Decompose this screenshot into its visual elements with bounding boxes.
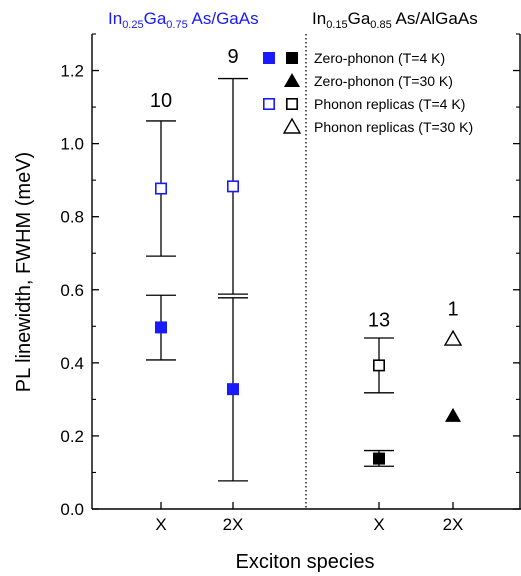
legend-label: Zero-phonon (T=30 K) [314,73,453,89]
y-tick-label: 1.2 [60,62,84,81]
count-annotation: 10 [150,90,172,112]
data-point-open-square [372,359,385,372]
data-markers [155,180,463,465]
legend-marker [262,98,275,111]
error-bars [146,77,394,482]
legend-label: Phonon replicas (T=30 K) [314,119,473,135]
y-tick-label: 0.2 [60,427,84,446]
count-annotation: 13 [368,309,390,331]
data-point-filled-square [155,321,167,334]
legend-marker [282,117,302,134]
legend: Zero-phonon (T=4 K) Zero-phonon (T=30 K) P… [262,50,473,135]
panel-title-ingaas-algaas: In0.15Ga0.85 As/AlGaAs [312,9,478,31]
x-tick-label: 2X [443,515,464,534]
x-axis-ticks: X 2X X 2X [155,502,463,534]
y-axis-title: PL linewidth, FWHM (meV) [13,152,35,392]
x-tick-label: X [373,515,384,534]
data-point-filled-square [373,452,385,465]
panel-title-ingaas-gaas: In0.25Ga0.75 As/GaAs [108,9,259,31]
legend-marker [286,52,298,64]
data-point-open-triangle [443,329,463,346]
count-annotation: 1 [447,298,458,320]
y-tick-label: 0.6 [60,281,84,300]
count-annotation: 9 [227,46,238,68]
count-annotations: 10 9 13 1 [150,46,459,331]
y-tick-label: 1.0 [60,135,84,154]
legend-marker [284,73,300,87]
y-tick-label: 0.0 [60,500,84,519]
legend-marker [263,52,275,64]
y-tick-label: 0.8 [60,208,84,227]
x-tick-label: 2X [223,515,244,534]
data-point-open-square [155,182,168,195]
data-point-filled-square [227,383,239,396]
legend-label: Zero-phonon (T=4 K) [314,50,445,66]
x-axis-title: Exciton species [236,551,375,573]
y-tick-label: 0.4 [60,354,84,373]
x-tick-label: X [155,515,166,534]
data-point-filled-triangle [445,407,461,422]
data-point-open-square [227,180,240,193]
legend-label: Phonon replicas (T=4 K) [314,96,465,112]
legend-marker [285,98,298,111]
y-axis-ticks: 0.0 0.2 0.4 0.6 0.8 1.0 1.2 [60,33,520,519]
